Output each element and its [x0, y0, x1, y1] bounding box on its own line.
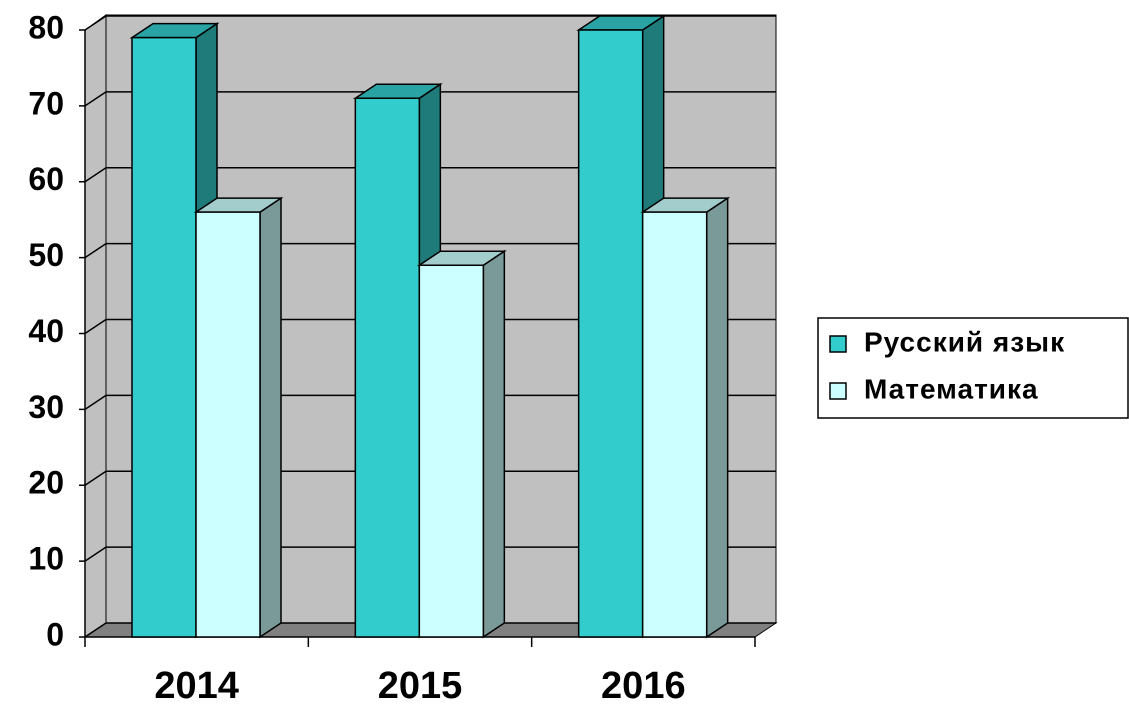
x-tick-label: 2015: [378, 665, 463, 706]
bar-front: [131, 36, 197, 638]
bar-side: [705, 196, 729, 639]
grid-line: [84, 15, 107, 31]
grid-line: [84, 91, 107, 107]
bar-front: [418, 264, 485, 638]
bar-front: [577, 29, 644, 638]
grid-line: [84, 167, 107, 183]
legend-box: [817, 317, 1129, 419]
bar-side: [259, 196, 282, 639]
x-tick-label: 2016: [601, 665, 686, 706]
bar-front: [641, 211, 708, 638]
legend-label: Математика: [864, 373, 1039, 404]
bar: [193, 196, 284, 639]
grid-line: [84, 622, 107, 638]
y-tick-label: 0: [46, 616, 64, 652]
legend-swatch: [829, 382, 847, 400]
y-tick-label: 70: [28, 85, 64, 121]
x-tick-label: 2014: [154, 665, 239, 706]
grid-line: [84, 318, 107, 335]
y-tick-label: 40: [28, 313, 64, 349]
y-tick-label: 10: [28, 541, 64, 577]
bar-front: [195, 211, 261, 638]
grid-line: [84, 470, 107, 486]
bar-side: [482, 249, 506, 639]
bar: [416, 249, 507, 639]
legend-swatch: [829, 335, 847, 353]
y-tick-label: 60: [28, 161, 64, 197]
y-tick-label: 80: [28, 9, 64, 45]
bar: [640, 196, 731, 639]
grid-line: [84, 546, 107, 562]
grid-line: [84, 394, 107, 410]
grid-line: [84, 243, 107, 259]
y-tick-label: 20: [28, 465, 64, 501]
legend-label: Русский язык: [864, 326, 1065, 357]
y-tick-label: 50: [28, 237, 64, 273]
bar-front: [354, 97, 421, 638]
y-tick-label: 30: [28, 389, 64, 425]
